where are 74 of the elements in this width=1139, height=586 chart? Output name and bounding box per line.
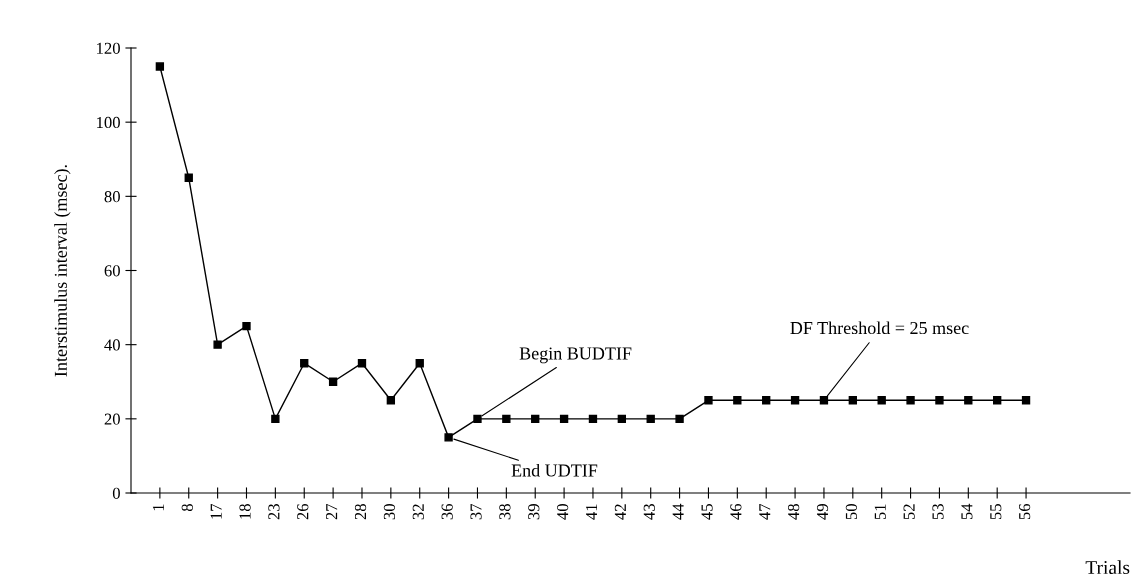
- x-tick-label: 37: [470, 503, 482, 520]
- x-tick-label: 8: [181, 504, 193, 512]
- y-tick-label: 0: [112, 487, 120, 499]
- x-tick-label: 39: [528, 504, 540, 520]
- x-tick-label: 42: [614, 504, 626, 520]
- point: [819, 396, 829, 405]
- x-tick-label: 51: [874, 504, 886, 520]
- point: [762, 396, 771, 405]
- point: [444, 433, 453, 442]
- y-tick-label: 120: [97, 42, 120, 54]
- point: [531, 414, 540, 424]
- annotation: DF Threshold = 25 msec: [790, 321, 969, 335]
- y-tick-label: 40: [104, 339, 120, 351]
- x-tick-label: 52: [903, 504, 915, 520]
- point: [877, 396, 886, 405]
- point: [184, 173, 193, 182]
- x-tick-label: 23: [268, 504, 280, 520]
- point: [357, 359, 367, 368]
- x-tick-label: 30: [383, 504, 396, 520]
- point: [328, 377, 338, 386]
- point: [415, 359, 424, 368]
- point: [993, 396, 1002, 405]
- point: [935, 396, 944, 405]
- annotation: End UDTIF: [511, 463, 598, 477]
- x-tick-label: 40: [557, 504, 569, 520]
- point: [242, 321, 251, 331]
- x-tick-label: 50: [845, 504, 857, 520]
- point: [473, 414, 482, 424]
- x-tick-label: 32: [412, 504, 424, 520]
- x-tick-label: 55: [990, 504, 1002, 520]
- point: [588, 414, 598, 424]
- x-tick-label: 48: [788, 504, 800, 520]
- x-tick-label: 56: [1019, 503, 1031, 520]
- point: [213, 340, 222, 349]
- x-tick-label: 38: [499, 504, 511, 520]
- x-tick-label: 1: [152, 504, 164, 511]
- x-tick-label: 36: [441, 503, 453, 520]
- point: [790, 396, 800, 405]
- point: [559, 414, 569, 424]
- x-tick-label: 44: [672, 503, 684, 520]
- x-tick-label: 47: [759, 503, 771, 520]
- y-tick-label: 60: [104, 265, 120, 277]
- x-tick-label: 53: [932, 504, 944, 520]
- point: [964, 396, 973, 405]
- y-tick-label: 80: [104, 191, 120, 203]
- y-tick-label: 100: [97, 116, 120, 129]
- x-tick-label: 27: [326, 503, 338, 520]
- x-tick-label: 54: [961, 503, 973, 520]
- y-tick-label: 20: [104, 413, 120, 425]
- y-axis-title: Interstimulus interval (msec).: [54, 165, 71, 377]
- point: [502, 414, 511, 424]
- point: [704, 396, 713, 405]
- x-axis-title: Trials: [1085, 560, 1130, 575]
- point: [675, 414, 684, 424]
- point: [386, 396, 396, 405]
- x-tick-label: 43: [643, 504, 655, 520]
- point: [300, 359, 309, 368]
- point: [646, 414, 655, 424]
- x-tick-label: 18: [239, 504, 251, 519]
- x-tick-label: 17: [210, 503, 222, 519]
- point: [906, 396, 915, 405]
- x-tick-label: 45: [701, 504, 713, 520]
- annotation: Begin BUDTIF: [519, 347, 632, 364]
- point: [848, 396, 857, 405]
- point: [733, 396, 742, 405]
- x-tick-label: 46: [730, 503, 742, 520]
- x-tick-label: 41: [585, 504, 597, 520]
- x-tick-label: 49: [816, 504, 829, 520]
- point: [617, 414, 627, 424]
- x-tick-label: 26: [297, 503, 309, 520]
- point: [155, 62, 165, 71]
- x-tick-label: 28: [354, 504, 367, 520]
- point: [1021, 396, 1031, 405]
- point: [271, 414, 280, 424]
